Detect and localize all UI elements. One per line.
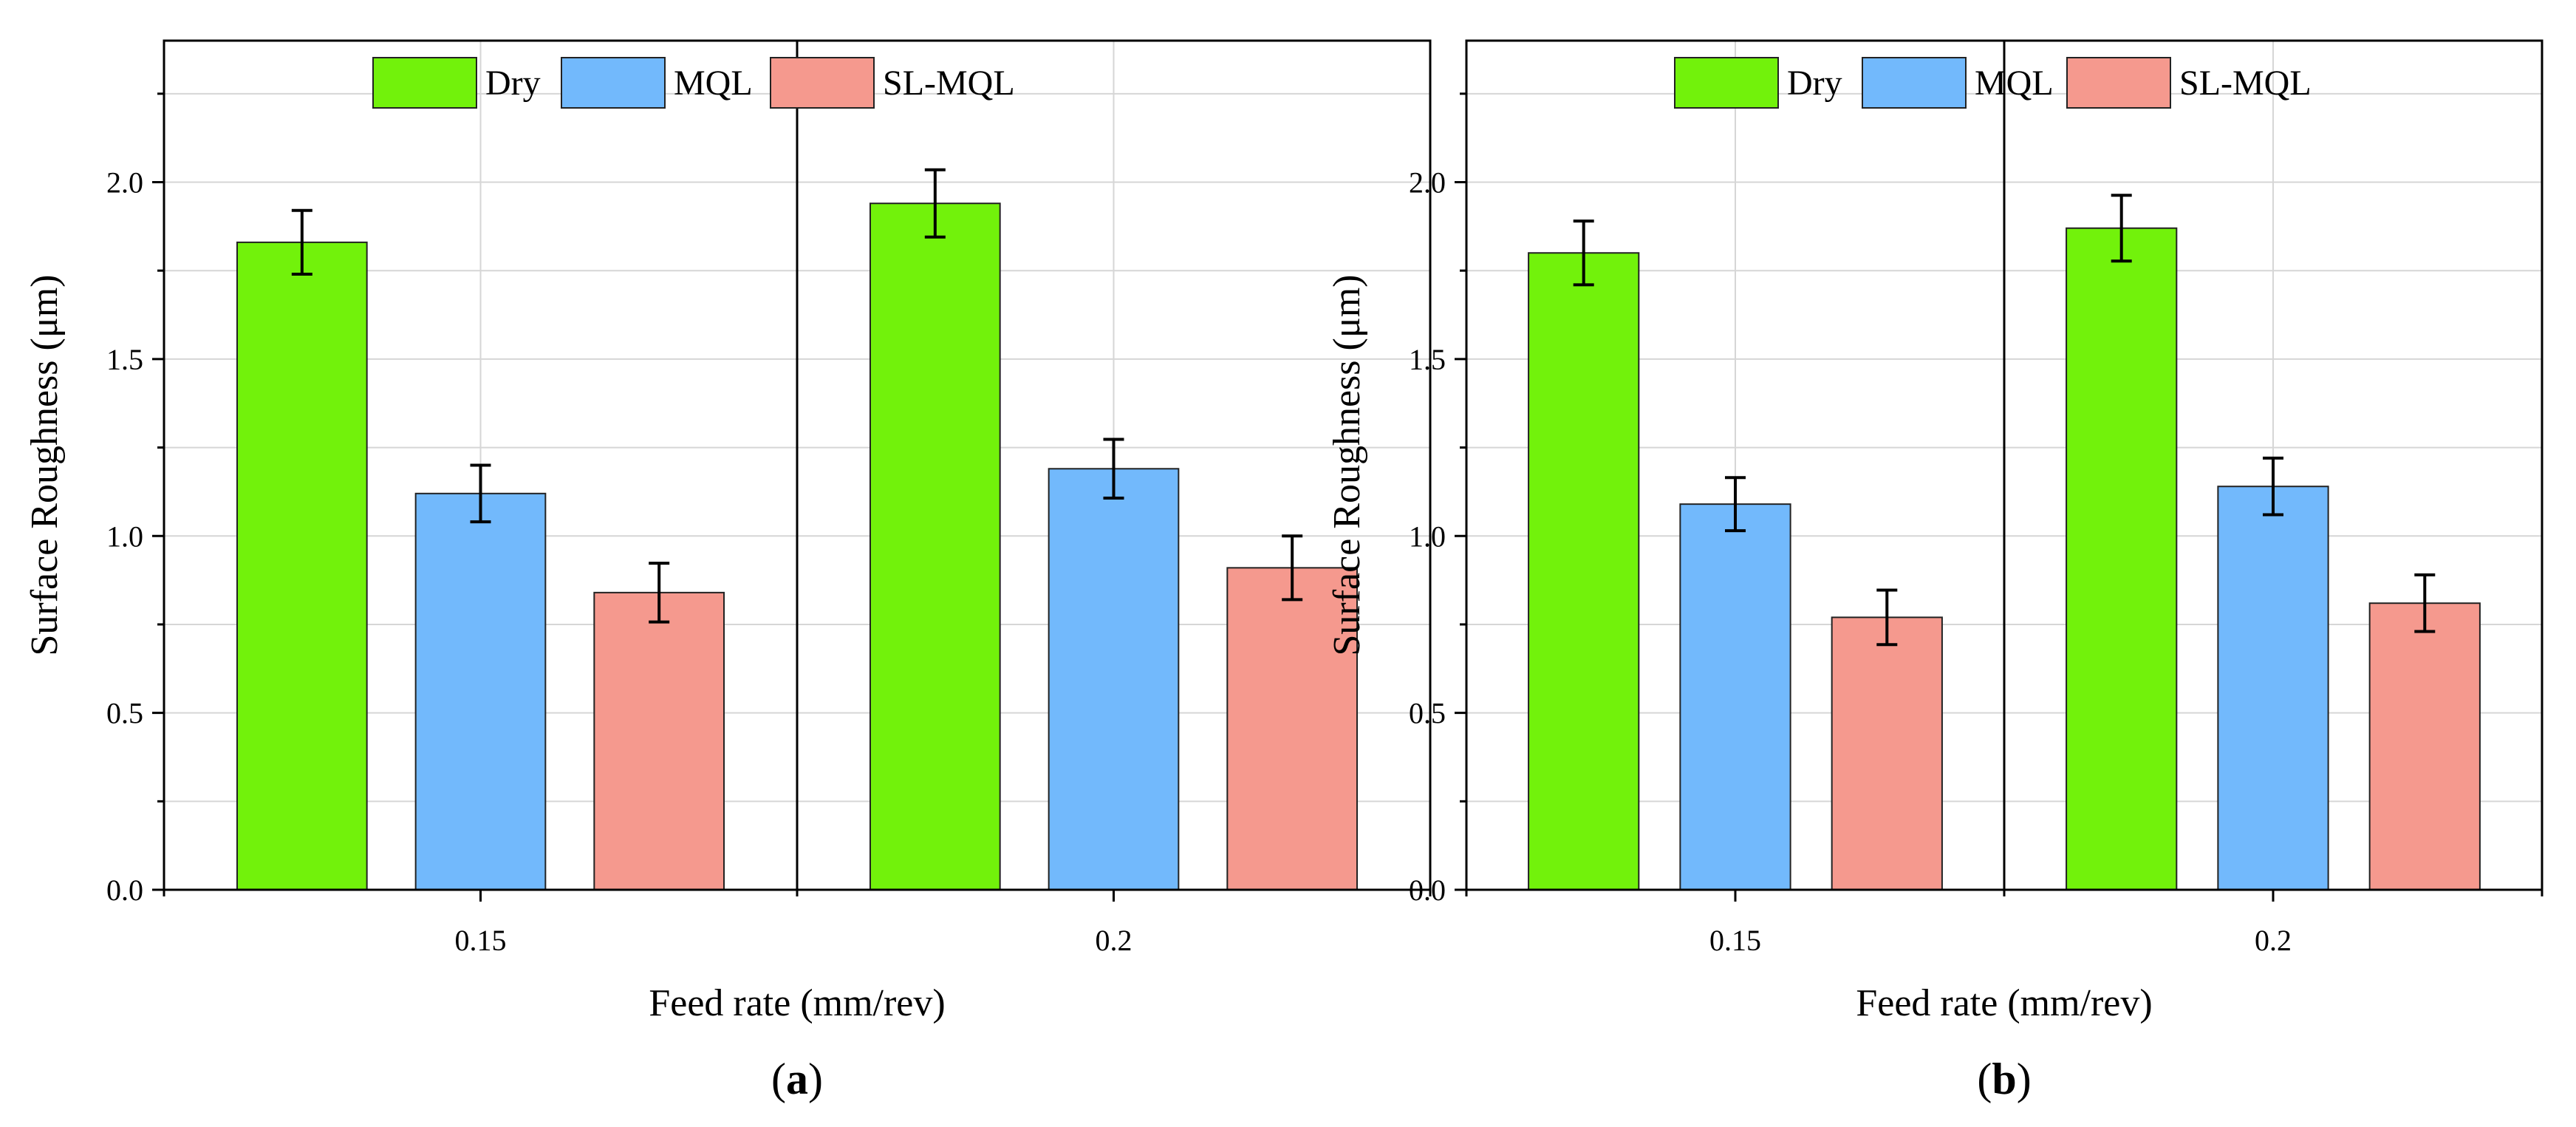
y-tick-label: 2.0 <box>1409 166 1446 200</box>
legend-swatch-mql <box>1862 57 1967 109</box>
legend-label-sl-mql: SL-MQL <box>883 64 1015 103</box>
panel-label: (b) <box>1977 1055 2031 1103</box>
panel-label: (a) <box>771 1055 823 1103</box>
bar-sl-mql-0.2 <box>1226 567 1359 891</box>
y-tick-label: 0.0 <box>106 874 143 907</box>
legend-swatch-dry <box>372 57 477 109</box>
legend-label-dry: Dry <box>1787 64 1842 103</box>
y-tick-label: 0.0 <box>1409 874 1446 907</box>
legend-label-sl-mql: SL-MQL <box>2179 64 2312 103</box>
y-axis-title: Surface Roughness (μm) <box>1326 275 1368 656</box>
legend-swatch-dry <box>1674 57 1779 109</box>
legend-label-mql: MQL <box>674 64 753 103</box>
y-tick-label: 1.5 <box>106 343 143 376</box>
y-tick-label: 2.0 <box>106 166 143 200</box>
bar-sl-mql-0.15 <box>1831 616 1943 891</box>
y-tick-label: 1.0 <box>1409 520 1446 553</box>
x-axis-title: Feed rate (mm/rev) <box>649 982 945 1024</box>
bar-dry-0.15 <box>236 241 368 891</box>
x-tick-label: 0.15 <box>455 924 507 957</box>
bar-mql-0.15 <box>414 492 547 891</box>
x-tick-label: 0.2 <box>1096 924 1132 957</box>
x-tick-label: 0.15 <box>1709 924 1761 957</box>
bar-dry-0.2 <box>869 202 1001 891</box>
bar-dry-0.2 <box>2066 227 2178 891</box>
bar-sl-mql-0.15 <box>593 591 725 891</box>
legend-swatch-sl-mql <box>2066 57 2171 109</box>
x-axis-title: Feed rate (mm/rev) <box>1856 982 2152 1024</box>
y-axis-title: Surface Roughness (μm) <box>24 275 66 656</box>
bar-dry-0.15 <box>1528 252 1640 891</box>
legend-swatch-sl-mql <box>770 57 875 109</box>
bar-mql-0.2 <box>2217 486 2329 891</box>
y-tick-label: 0.5 <box>106 697 143 730</box>
y-tick-label: 1.5 <box>1409 343 1446 376</box>
chart-panel-a: 0.0 0.5 1.0 1.5 2.0 0.15 0.2 Feed rate (mm/rev)… <box>24 39 1432 1103</box>
x-tick-label: 0.2 <box>2255 924 2292 957</box>
chart-panel-b: 0.0 0.5 1.0 1.5 2.0 0.15 0.2 Feed rate (mm/rev)… <box>1326 39 2543 1103</box>
bar-mql-0.2 <box>1048 468 1180 891</box>
legend-swatch-mql <box>561 57 666 109</box>
legend-label-mql: MQL <box>1975 64 2054 103</box>
legend-label-dry: Dry <box>485 64 541 103</box>
y-tick-label: 1.0 <box>106 520 143 553</box>
y-tick-label: 0.5 <box>1409 697 1446 730</box>
bar-mql-0.15 <box>1679 503 1791 891</box>
bar-sl-mql-0.2 <box>2368 602 2481 891</box>
